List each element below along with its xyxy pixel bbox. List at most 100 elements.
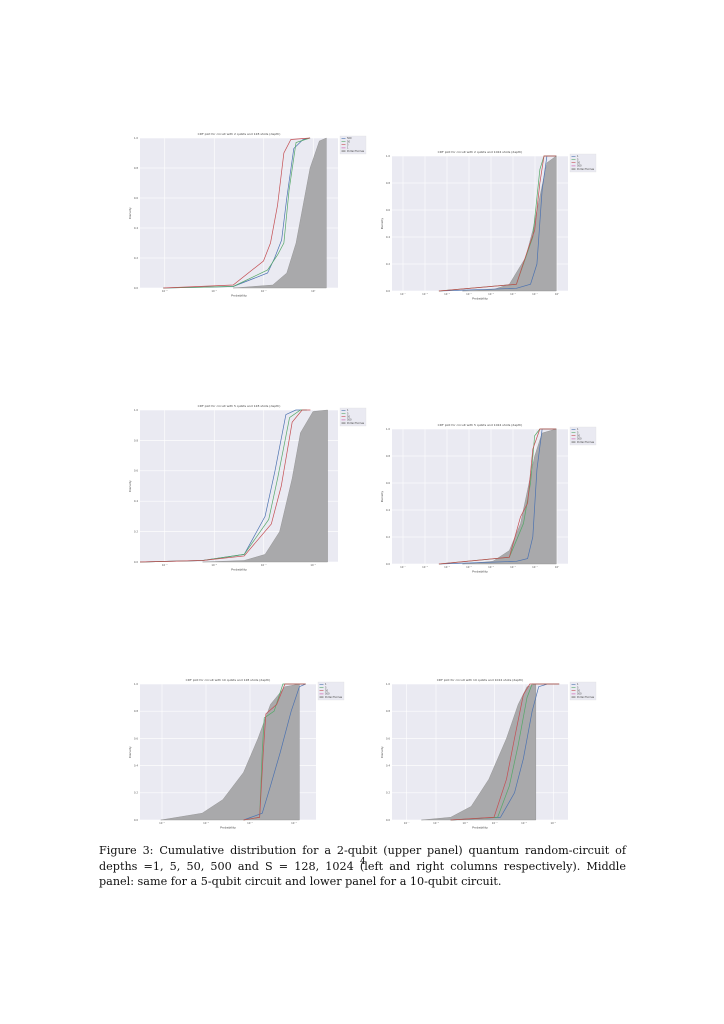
x-tick-label: 10⁻¹ — [532, 292, 538, 296]
series-line-50 — [438, 155, 557, 292]
x-tick-label: 10⁻⁷ — [404, 821, 410, 825]
x-tick-label: 10⁻⁶ — [203, 821, 209, 825]
x-tick-label: 10⁻² — [550, 821, 556, 825]
y-tick-label: 0.8 — [386, 709, 390, 713]
legend-swatch — [571, 696, 576, 698]
x-tick-label: 10⁻² — [291, 821, 297, 825]
y-tick-label: 1.0 — [134, 408, 138, 412]
chart-panel: 0.0 0.2 0.4 0.6 0.8 1.0 10⁻⁸ 10⁻⁶ 10⁻⁴ 10⁻² CDF pl… — [128, 675, 345, 830]
y-tick-label: 1.0 — [134, 136, 138, 140]
y-tick-label: 0.6 — [386, 736, 390, 740]
legend-label: 50 — [347, 416, 351, 419]
chart-title: CDF plot for circuit with 5 qubits and 1… — [438, 423, 523, 427]
x-tick-label: 10⁻⁴ — [492, 821, 498, 825]
legend-swatch — [319, 696, 324, 698]
legend-label: 50 — [577, 690, 581, 693]
legend-label: 1 — [577, 155, 579, 158]
y-tick-label: 1.0 — [134, 682, 138, 686]
y-tick-label: 0.6 — [134, 196, 138, 200]
x-tick-label: 10⁻⁵ — [444, 292, 450, 296]
x-tick-label: 10⁰ — [311, 289, 315, 293]
chart-svg: 0.0 0.2 0.4 0.6 0.8 1.0 10⁻⁸ 10⁻⁶ 10⁻⁴ 10⁻² CDF pl… — [128, 678, 345, 830]
legend-label: 5 — [577, 431, 579, 434]
y-tick-label: 0.0 — [134, 286, 138, 290]
y-tick-label: 0.0 — [386, 562, 390, 566]
y-tick-label: 0.4 — [134, 226, 138, 230]
chart-panel: 0.0 0.2 0.4 0.6 0.8 1.0 10⁻⁷ 10⁻⁶ 10⁻⁵ 10⁻⁴ 10⁻³ 10… — [380, 420, 598, 575]
y-tick-label: 0.4 — [386, 764, 390, 768]
y-tick-label: 0.4 — [386, 235, 390, 239]
chart-title: CDF plot for circuit with 5 qubits and 1… — [198, 404, 281, 408]
y-tick-label: 0.2 — [386, 262, 390, 266]
chart-svg: 0.0 0.2 0.4 0.6 0.8 1.0 10⁻⁷ 10⁻⁶ 10⁻⁵ 10⁻⁴ 10⁻³ 10… — [380, 678, 597, 830]
x-tick-label: 10⁻⁶ — [433, 821, 439, 825]
x-tick-label: 10⁻⁴ — [466, 565, 472, 569]
legend-label: 500 — [325, 693, 330, 696]
legend-label: 5 — [577, 686, 579, 689]
legend-label: Porter-Thomas — [347, 150, 365, 153]
y-tick-label: 0.4 — [386, 508, 390, 512]
series-area-porter-thomas — [233, 137, 327, 289]
chart-svg: 0.0 0.2 0.4 0.6 0.8 1.0 10⁻⁸ 10⁻⁶ 10⁻⁴ 10⁻² CDF pl… — [128, 404, 367, 572]
x-tick-label: 10⁻² — [310, 563, 316, 567]
x-tick-label: 10⁻¹ — [532, 565, 538, 569]
page-number: 4 — [360, 857, 366, 867]
y-tick-label: 0.8 — [386, 181, 390, 185]
legend-label: 1 — [577, 428, 579, 431]
legend-box — [569, 426, 597, 446]
x-tick-label: 10⁻² — [510, 565, 516, 569]
x-tick-label: 10⁻³ — [488, 565, 494, 569]
x-axis-label: Probability — [231, 568, 247, 572]
series-line-500 — [163, 137, 311, 289]
caption-text: Figure 3: Cumulative distribution for a … — [99, 844, 626, 888]
y-axis-label: Density — [128, 207, 132, 219]
x-axis-label: Probability — [231, 294, 247, 298]
series-line-1 — [243, 683, 306, 821]
series-line-1 — [450, 683, 560, 821]
chart-svg: 0.0 0.2 0.4 0.6 0.8 1.0 10⁻⁷ 10⁻⁶ 10⁻⁵ 10⁻⁴ 10⁻³ 10… — [380, 150, 597, 301]
legend-label: 50 — [347, 140, 351, 143]
legend-swatch — [571, 168, 576, 170]
x-tick-label: 10⁻⁶ — [422, 292, 428, 296]
y-tick-label: 0.6 — [134, 736, 138, 740]
legend-box — [339, 407, 367, 427]
x-tick-label: 10⁻⁸ — [162, 563, 168, 567]
x-tick-label: 10⁻² — [510, 292, 516, 296]
series-line-50 — [438, 428, 557, 565]
y-tick-label: 0.2 — [386, 791, 390, 795]
x-axis-label: Probability — [220, 826, 236, 830]
legend-label: 5 — [347, 412, 349, 415]
figure-caption: Figure 3: Cumulative distribution for a … — [99, 843, 626, 890]
legend-label: Porter-Thomas — [325, 696, 343, 699]
y-tick-label: 0.2 — [386, 535, 390, 539]
x-tick-label: 10⁻⁴ — [247, 821, 253, 825]
legend-label: 1 — [325, 683, 327, 686]
y-tick-label: 0.2 — [134, 530, 138, 534]
chart-panel: 0.0 0.2 0.4 0.6 0.8 1.0 10⁻⁷ 10⁻⁶ 10⁻⁵ 10⁻⁴ 10⁻³ 10… — [380, 147, 598, 302]
y-tick-label: 0.6 — [386, 208, 390, 212]
series-area-porter-thomas — [202, 409, 328, 563]
x-tick-label: 10⁻⁸ — [159, 821, 165, 825]
y-tick-label: 0.0 — [386, 289, 390, 293]
series-line-50 — [139, 409, 311, 563]
y-tick-label: 0.2 — [134, 791, 138, 795]
x-tick-label: 10⁰ — [555, 292, 559, 296]
x-axis-label: Probability — [472, 826, 488, 830]
y-tick-label: 0.8 — [134, 166, 138, 170]
x-axis-label: Probability — [472, 570, 488, 574]
y-tick-label: 0.4 — [134, 764, 138, 768]
x-tick-label: 10⁻⁷ — [400, 292, 406, 296]
chart-title: CDF plot for circuit with 10 qubits and … — [437, 678, 524, 682]
series-line-5 — [163, 137, 311, 289]
legend-label: 500 — [577, 693, 582, 696]
x-tick-label: 10⁻⁶ — [211, 563, 217, 567]
y-axis-label: Density — [380, 218, 384, 230]
chart-title: CDF plot for circuit with 10 qubits and … — [186, 678, 271, 682]
legend-label: Porter-Thomas — [577, 168, 595, 171]
legend-label: 1 — [347, 409, 349, 412]
legend-label: 50 — [325, 690, 329, 693]
y-tick-label: 0.6 — [134, 469, 138, 473]
x-tick-label: 10⁻⁷ — [400, 565, 406, 569]
series-line-50 — [243, 683, 306, 821]
x-tick-label: 10⁻⁶ — [162, 289, 168, 293]
